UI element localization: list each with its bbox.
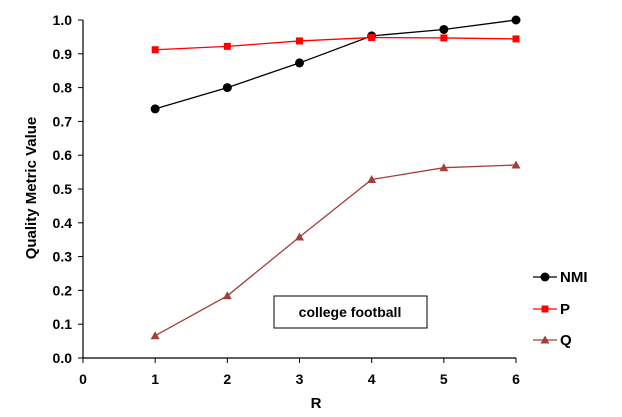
legend-p-marker xyxy=(541,305,549,313)
series-q-point xyxy=(511,160,521,169)
x-axis-title: R xyxy=(311,395,322,412)
x-tick-label: 0 xyxy=(79,371,87,387)
series-q-line xyxy=(154,164,517,337)
series-q-point xyxy=(439,163,449,172)
y-tick-label: 0.9 xyxy=(53,46,73,62)
series-p-point xyxy=(440,34,448,42)
x-tick-label: 5 xyxy=(440,371,448,387)
y-tick-label: 0.4 xyxy=(53,215,73,231)
x-tick-label: 3 xyxy=(296,371,304,387)
annotation-box xyxy=(273,295,428,329)
series-nmi-point xyxy=(439,24,449,34)
series-nmi-point xyxy=(150,104,160,114)
series-nmi-point xyxy=(222,83,232,93)
series-p-point xyxy=(512,35,520,43)
series-p-point xyxy=(151,46,159,54)
annotation: college football xyxy=(273,295,428,329)
y-axis-title: Quality Metric Value xyxy=(23,117,40,260)
tick-labels: 0.0 0.1 0.2 0.3 0.4 0.5 0.6 0.7 0.8 0.9 1.0 0 1 2 3 4 5 6 xyxy=(53,12,521,387)
legend-p-label: P xyxy=(560,301,570,318)
series-p-line xyxy=(155,36,517,51)
series-q-point xyxy=(367,175,377,184)
y-tick-label: 0.6 xyxy=(53,147,73,163)
x-tick-label: 4 xyxy=(368,371,376,387)
y-tick-label: 0.1 xyxy=(53,316,73,332)
x-tick-label: 1 xyxy=(151,371,159,387)
y-tick-label: 0.8 xyxy=(53,80,73,96)
series-layer xyxy=(150,15,521,340)
x-tick-label: 6 xyxy=(512,371,520,387)
series-q-point xyxy=(222,291,232,300)
y-tick-label: 0.2 xyxy=(53,282,73,298)
y-tick-label: 1.0 xyxy=(53,12,73,28)
series-nmi-point xyxy=(511,15,521,25)
annotation-text: college football xyxy=(299,304,402,320)
legend-nmi-label: NMI xyxy=(560,269,588,286)
legend-q-marker xyxy=(540,335,550,344)
series-p-point xyxy=(368,34,376,42)
series-q-point xyxy=(295,232,304,241)
series-nmi-line xyxy=(154,19,517,110)
series-p xyxy=(151,34,520,54)
legend: NMI PQ xyxy=(533,269,588,349)
y-tick-label: 0.3 xyxy=(53,249,73,265)
axes xyxy=(78,19,517,363)
y-tick-label: 0.5 xyxy=(53,181,73,197)
series-q-point xyxy=(150,331,160,340)
legend-q-label: Q xyxy=(560,332,572,349)
series-q xyxy=(150,160,521,340)
x-tick-label: 2 xyxy=(223,371,231,387)
legend-nmi-marker xyxy=(540,272,550,282)
series-nmi-point xyxy=(295,58,304,68)
series-p-point xyxy=(223,42,231,50)
y-tick-label: 0.0 xyxy=(53,350,73,366)
y-tick-label: 0.7 xyxy=(53,113,73,129)
series-p-point xyxy=(296,37,303,45)
